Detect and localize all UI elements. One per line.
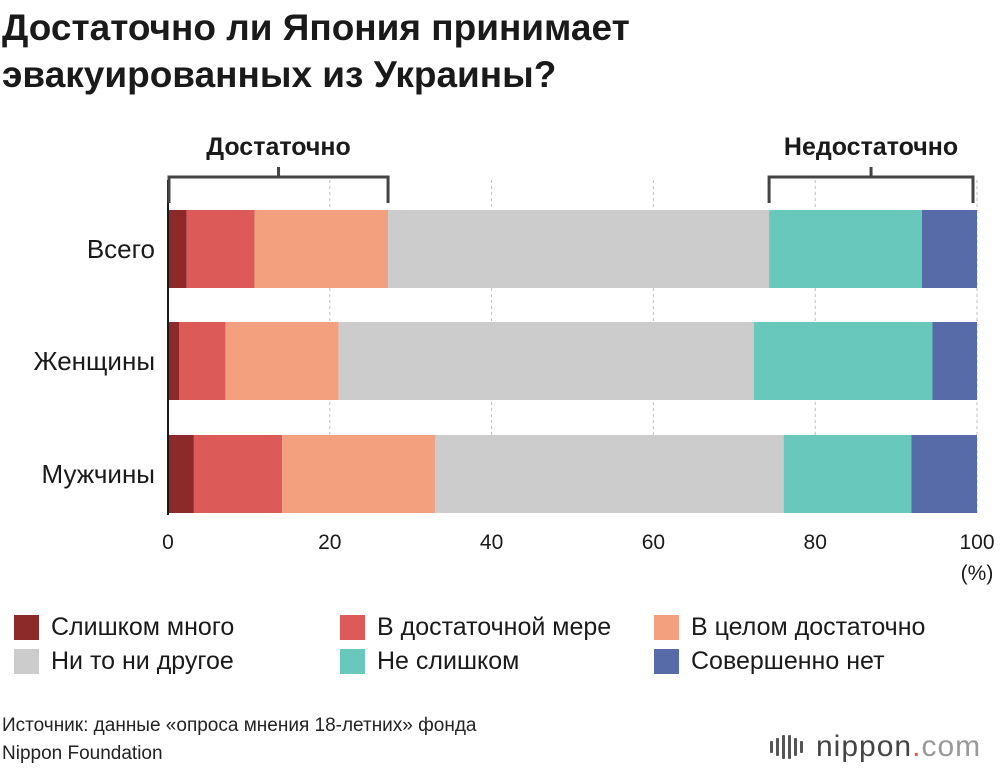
bar-2-0 [168, 435, 194, 513]
x-tick-label-40: 40 [480, 531, 503, 554]
bar-0-1 [186, 210, 255, 288]
bracket-not-enough: Недостаточно [767, 133, 975, 203]
brand-mark-icon [770, 735, 806, 759]
stacked-bar-chart: Всего Женщины Мужчины 0 20 40 60 80 100 (%) Доста… [34, 133, 995, 585]
x-tick-label-100: 100 [959, 531, 994, 554]
brackets: Достаточно Недостаточно [167, 133, 975, 203]
legend-item-4: Не слишком [340, 644, 519, 678]
brand-tld: com [921, 730, 982, 763]
bar-0-5 [921, 210, 977, 288]
source-line-1: Источник: данные «опроса мнения 18-летни… [2, 715, 477, 736]
x-tick-label-20: 20 [318, 531, 341, 554]
brand-dot: . [912, 730, 922, 763]
bracket-not-enough-label: Недостаточно [784, 133, 958, 161]
axes: Всего Женщины Мужчины 0 20 40 60 80 100 (%) [34, 180, 995, 585]
legend-label-4: Не слишком [377, 646, 520, 675]
bracket-enough-line [167, 175, 390, 203]
source-note: Источник: данные «опроса мнения 18-летни… [2, 712, 477, 768]
legend-swatch-4 [340, 648, 365, 674]
bars [168, 210, 977, 513]
legend-item-3: Ни то ни другое [14, 644, 234, 678]
bar-1-4 [753, 322, 933, 400]
legend-swatch-2 [654, 614, 679, 640]
bar-1-0 [168, 322, 180, 400]
bar-2-3 [434, 435, 784, 513]
legend-label-5: Совершенно нет [691, 646, 885, 675]
chart-title: Достаточно ли Япония принимает эвакуиров… [2, 4, 992, 98]
legend-item-0: Слишком много [14, 610, 234, 644]
bar-0-4 [769, 210, 922, 288]
legend-item-5: Совершенно нет [654, 644, 885, 678]
bracket-enough: Достаточно [167, 133, 390, 203]
bar-0-2 [254, 210, 389, 288]
bar-1-2 [225, 322, 339, 400]
category-label-2: Мужчины [42, 459, 155, 489]
x-tick-label-80: 80 [804, 531, 827, 554]
legend-swatch-3 [14, 648, 39, 674]
legend-label-0: Слишком много [51, 612, 235, 641]
bracket-not-enough-line [767, 175, 975, 203]
chart-title-line-2: эвакуированных из Украины? [2, 54, 557, 95]
bar-1-1 [179, 322, 226, 400]
bar-2-1 [193, 435, 283, 513]
legend-label-1: В достаточной мере [377, 612, 612, 641]
legend-label-2: В целом достаточно [691, 612, 926, 641]
bar-0-0 [168, 210, 187, 288]
bar-1-5 [932, 322, 977, 400]
source-line-2: Nippon Foundation [2, 743, 163, 764]
bar-2-5 [911, 435, 977, 513]
legend-swatch-5 [654, 648, 679, 674]
bar-1-3 [338, 322, 754, 400]
brand-logo: nippon. com [770, 730, 981, 764]
x-tick-label-0: 0 [162, 531, 174, 554]
x-tick-label-60: 60 [642, 531, 665, 554]
bar-2-4 [783, 435, 912, 513]
chart-title-line-1: Достаточно ли Япония принимает [2, 7, 630, 48]
category-label-1: Женщины [34, 346, 155, 376]
bar-0-3 [388, 210, 770, 288]
legend-swatch-0 [14, 614, 39, 640]
x-axis-label: (%) [961, 562, 994, 585]
legend-label-3: Ни то ни другое [51, 646, 234, 675]
brand-name: nippon [816, 730, 913, 763]
legend-item-2: В целом достаточно [654, 610, 925, 644]
bracket-enough-label: Достаточно [206, 133, 351, 161]
bar-2-2 [282, 435, 435, 513]
legend-swatch-1 [340, 614, 365, 640]
legend-item-1: В достаточной мере [340, 610, 611, 644]
category-label-0: Всего [87, 234, 155, 264]
